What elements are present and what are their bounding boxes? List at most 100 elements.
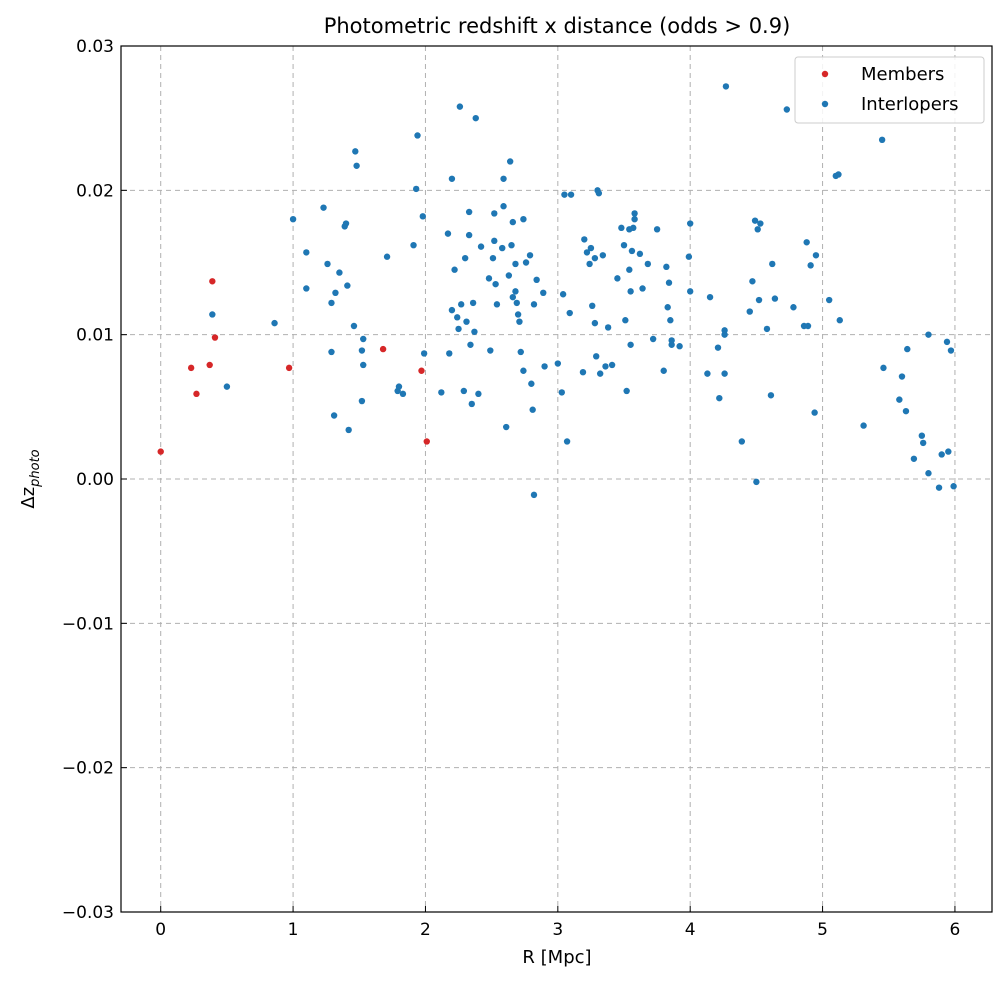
data-point-interlopers [468, 400, 475, 408]
data-point-interlopers [596, 370, 604, 377]
data-point-interlopers [595, 190, 603, 197]
data-point-interlopers [898, 373, 906, 380]
legend: Members Interlopers [794, 56, 985, 124]
data-point-interlopers [475, 390, 482, 398]
data-point-interlopers [649, 335, 657, 343]
data-point-interlopers [910, 455, 918, 462]
data-point-interlopers [457, 301, 465, 308]
data-point-interlopers [878, 136, 886, 144]
data-point-interlopers [446, 350, 453, 357]
data-point-interlopers [561, 191, 568, 198]
data-point-members [423, 438, 430, 445]
data-point-interlopers [803, 239, 810, 246]
y-axis-label-main: Δz [18, 487, 39, 509]
data-point-interlopers [706, 293, 714, 301]
data-point-interlopers [328, 299, 335, 307]
y-tick-label: 0.02 [76, 181, 114, 201]
data-point-interlopers [636, 250, 644, 258]
data-point-interlopers [320, 204, 327, 211]
data-point-interlopers [587, 244, 595, 252]
data-point-interlopers [520, 216, 527, 223]
data-point-interlopers [938, 451, 945, 458]
data-point-interlopers [526, 252, 534, 259]
data-point-interlopers [945, 448, 952, 455]
data-point-interlopers [583, 249, 591, 256]
data-point-interlopers [653, 226, 661, 233]
data-point-interlopers [660, 367, 667, 374]
data-point-interlopers [754, 226, 761, 233]
data-point-interlopers [512, 288, 519, 295]
x-tick-label: 1 [288, 920, 299, 940]
data-point-interlopers [558, 389, 565, 396]
data-point-interlopers [223, 383, 231, 390]
data-point-interlopers [514, 311, 522, 318]
data-point-interlopers [716, 394, 723, 402]
legend-label-members: Members [861, 64, 944, 85]
data-point-interlopers [342, 220, 350, 227]
data-point-interlopers [566, 309, 573, 317]
data-point-interlopers [209, 311, 216, 318]
data-point-interlopers [836, 317, 843, 324]
x-tick-label: 4 [685, 920, 696, 940]
data-point-interlopers [328, 348, 335, 356]
data-point-interlopers [604, 324, 612, 331]
data-point-interlopers [559, 291, 567, 298]
data-point-interlopers [512, 260, 519, 268]
data-point-interlopers [807, 262, 814, 269]
data-point-interlopers [412, 185, 420, 193]
data-point-interlopers [509, 293, 517, 301]
data-point-interlopers [614, 275, 621, 282]
data-point-interlopers [771, 295, 779, 302]
data-point-interlopers [530, 301, 538, 308]
axis-ticks: 0 1 2 3 4 5 6 −0.03 −0.02 −0.01 0.00 0.01 0.02 0.03 [62, 37, 960, 940]
data-point-interlopers [508, 241, 515, 249]
data-point-interlopers [860, 422, 867, 429]
data-point-interlopers [812, 252, 820, 259]
data-point-interlopers [463, 318, 470, 325]
data-point-interlopers [324, 260, 331, 268]
data-point-interlopers [804, 322, 812, 330]
data-point-interlopers [811, 409, 818, 416]
data-point-interlopers [505, 272, 513, 279]
y-tick-label: 0.01 [76, 326, 114, 346]
data-point-interlopers [631, 216, 638, 223]
data-point-interlopers [825, 296, 833, 304]
data-point-interlopers [444, 230, 452, 237]
data-point-interlopers [685, 253, 693, 260]
data-point-interlopers [579, 368, 587, 376]
data-point-interlopers [517, 348, 524, 356]
data-point-interlopers [904, 345, 911, 353]
data-point-interlopers [509, 218, 517, 226]
data-point-interlopers [500, 175, 507, 182]
data-point-interlopers [686, 220, 694, 227]
legend-box [794, 56, 985, 124]
data-point-interlopers [303, 285, 310, 292]
data-point-interlopers [528, 380, 535, 387]
data-point-interlopers [489, 254, 497, 262]
data-point-interlopers [602, 363, 609, 370]
data-point-interlopers [383, 253, 391, 260]
data-point-interlopers [469, 299, 477, 307]
data-point-interlopers [676, 343, 683, 350]
data-point-interlopers [336, 269, 343, 276]
data-point-interlopers [593, 353, 600, 360]
data-point-interlopers [667, 317, 674, 324]
data-point-interlopers [540, 289, 547, 297]
data-point-interlopers [627, 341, 634, 348]
data-point-interlopers [753, 478, 760, 486]
data-point-interlopers [935, 484, 943, 491]
data-point-interlopers [902, 407, 910, 415]
data-point-interlopers [925, 470, 932, 477]
data-point-interlopers [783, 106, 791, 113]
data-point-interlopers [896, 396, 903, 403]
grid-lines [121, 45, 992, 913]
data-point-interlopers [513, 299, 520, 307]
data-point-interlopers [755, 296, 763, 304]
data-point-interlopers [591, 254, 599, 262]
data-point-interlopers [420, 350, 428, 357]
data-point-members [157, 448, 164, 455]
data-point-interlopers [467, 341, 474, 348]
data-point-interlopers [492, 280, 499, 288]
y-axis-label: Δzphoto [18, 449, 43, 508]
data-point-interlopers [350, 322, 358, 330]
